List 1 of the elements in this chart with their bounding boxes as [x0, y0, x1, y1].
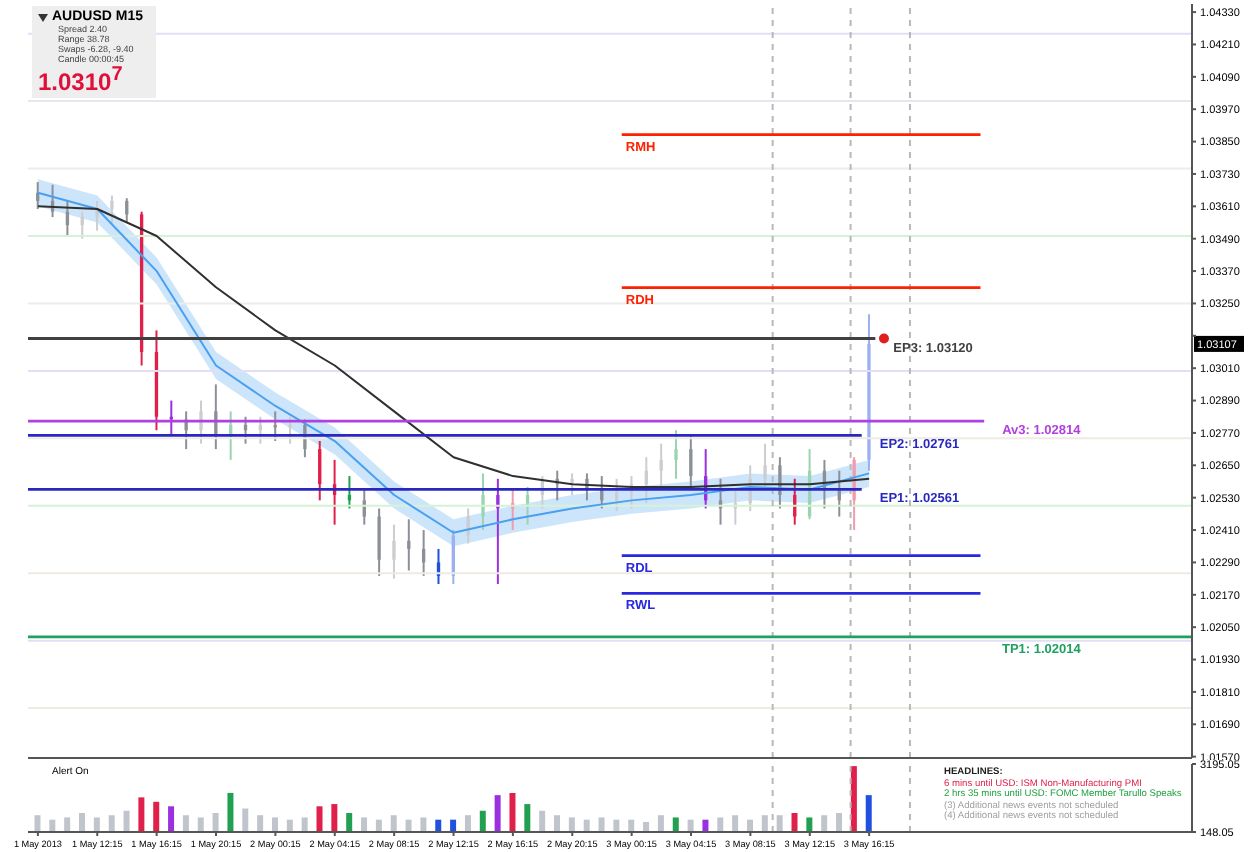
annotation: 1.0310$^{7}$	[38, 64, 125, 96]
